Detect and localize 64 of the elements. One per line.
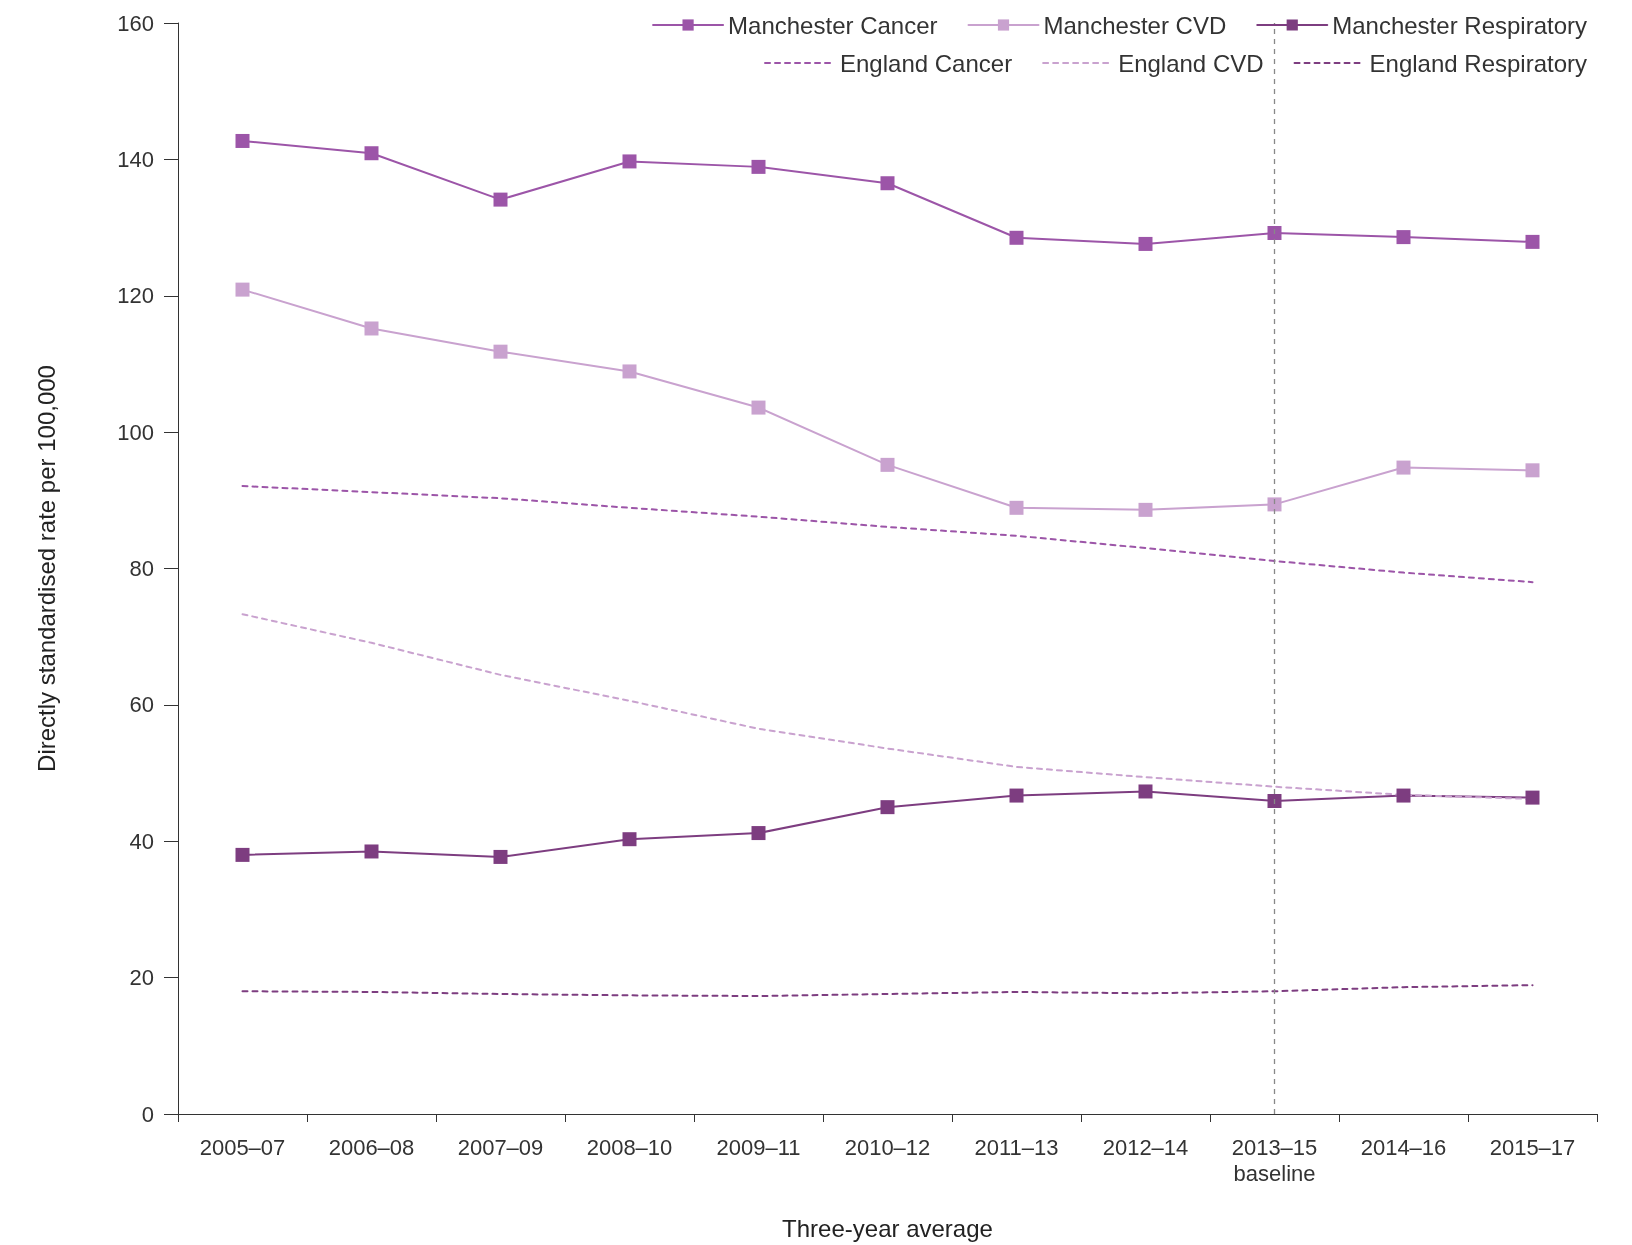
x-tick-label: 2011–13 [974,1134,1059,1160]
point [622,364,637,379]
point [1009,500,1024,515]
y-tick-label: 120 [117,283,154,309]
point [235,847,250,862]
point [751,826,766,841]
point [364,844,379,859]
point [622,154,637,169]
y-tick-label: 60 [129,692,154,718]
point [622,832,637,847]
x-tick-label: 2015–17 [1489,1134,1576,1160]
y-tick-label: 160 [117,10,154,36]
point [880,176,895,191]
point [493,344,508,359]
point [235,133,250,148]
point [1525,234,1540,249]
point [1138,236,1153,251]
point [1009,230,1024,245]
line-series [241,984,1534,998]
x-tick-label: 2014–16 [1360,1134,1447,1160]
y-tick-label: 140 [117,146,154,172]
point [235,282,250,297]
point [880,457,895,472]
point [1138,784,1153,799]
x-tick-label: 2007–09 [457,1134,544,1160]
point [493,192,508,207]
line-series [241,484,1534,584]
y-tick-label: 20 [129,965,154,991]
x-tick-label: 2010–12 [844,1134,931,1160]
y-tick-label: 40 [129,828,154,854]
point [1525,790,1540,805]
point [1267,794,1282,809]
point [1267,497,1282,512]
point [1138,502,1153,517]
legend-label: Manchester Respiratory [1332,11,1587,39]
point [1009,788,1024,803]
x-axis-title: Three-year average [782,1214,993,1242]
point [364,146,379,161]
x-tick-label: 2006–08 [328,1134,415,1160]
y-tick-label: 0 [141,1101,154,1127]
legend-label: Manchester CVD [1043,11,1227,39]
point [1396,788,1411,803]
x-tick-label: 2009–11 [716,1134,801,1160]
point [364,321,379,336]
y-tick-label: 100 [117,419,154,445]
x-tick-label: 2008–10 [586,1134,673,1160]
point [1396,460,1411,475]
point [1267,226,1282,241]
legend-label: Manchester Cancer [728,11,938,39]
y-axis-title: Directly standardised rate per 100,000 [32,365,60,772]
point [751,159,766,174]
x-tick-label: 2005–07 [199,1134,286,1160]
legend-label: England Cancer [840,49,1013,77]
point [880,800,895,815]
point [1525,463,1540,478]
point [493,849,508,864]
x-tick-label: 2012–14 [1102,1134,1189,1160]
point [1396,230,1411,245]
ref-line-label: baseline [1233,1160,1316,1186]
legend-label: England Respiratory [1369,49,1587,77]
legend-label: England CVD [1118,49,1264,77]
point [751,400,766,415]
y-tick-label: 80 [129,556,154,581]
x-tick-label: 2013–15 [1231,1134,1318,1160]
